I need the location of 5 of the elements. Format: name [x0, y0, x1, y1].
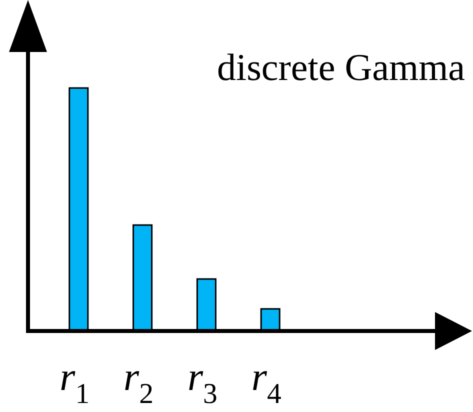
- chart-title: discrete Gamma: [217, 47, 466, 89]
- x-tick-label: r$_{4}$: [251, 354, 282, 410]
- x-tick-label: r$_{2}$: [124, 354, 154, 410]
- x-tick-label: r$_{1}$: [60, 354, 90, 410]
- x-tick-label: r$_{3}$: [187, 354, 218, 410]
